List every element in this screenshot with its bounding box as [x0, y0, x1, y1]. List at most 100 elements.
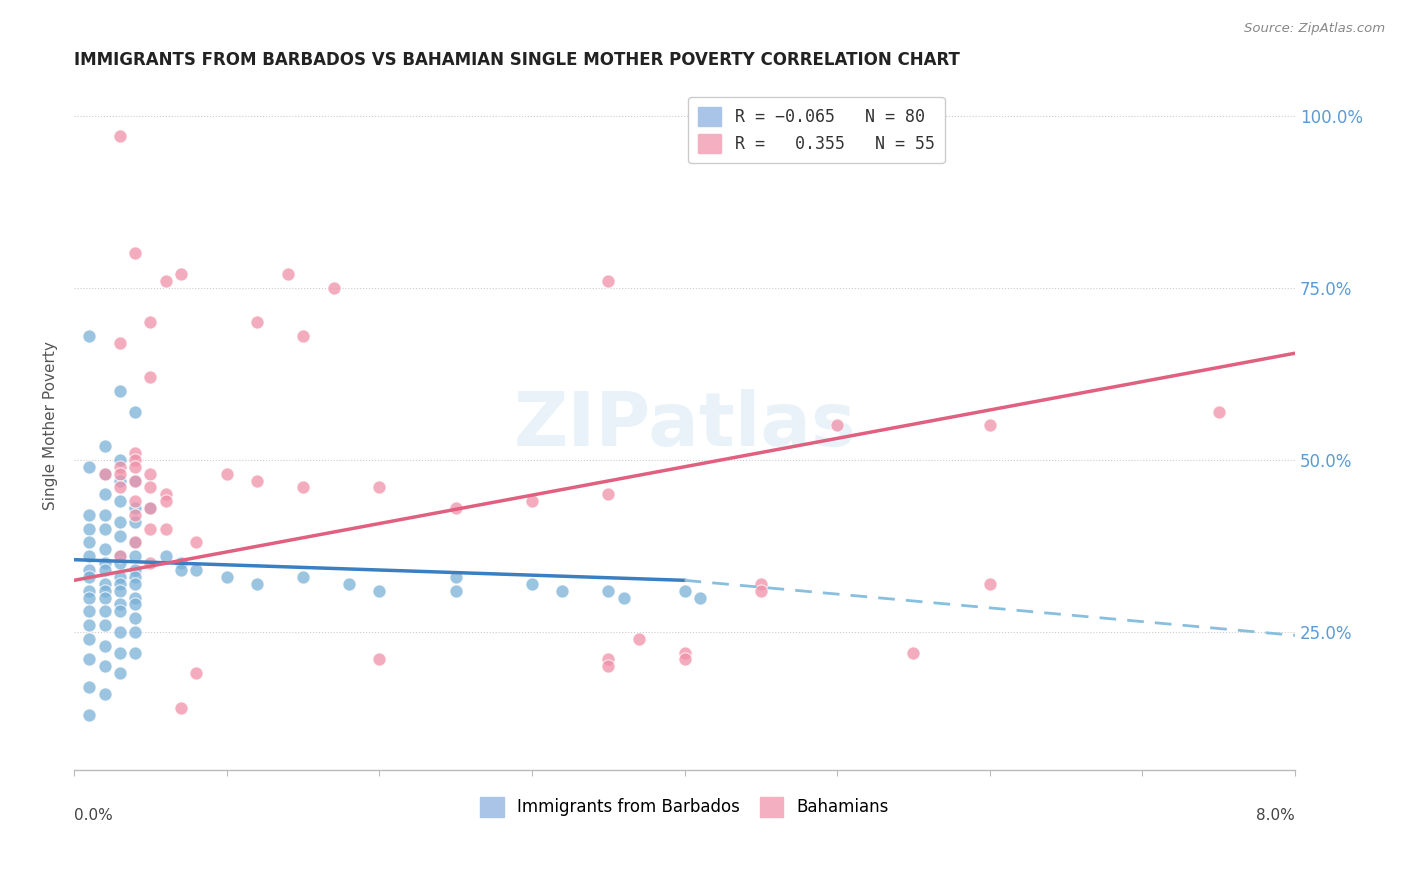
Point — [170, 267, 193, 281]
Point — [108, 480, 131, 494]
Point — [124, 474, 146, 488]
Point — [124, 598, 146, 612]
Point — [108, 666, 131, 681]
Point — [155, 522, 177, 536]
Point — [108, 335, 131, 350]
Point — [139, 501, 162, 516]
Point — [108, 515, 131, 529]
Point — [598, 652, 620, 666]
Point — [124, 646, 146, 660]
Point — [108, 570, 131, 584]
Point — [598, 659, 620, 673]
Point — [108, 129, 131, 144]
Text: ZIPatlas: ZIPatlas — [513, 389, 856, 462]
Point — [124, 501, 146, 516]
Point — [215, 570, 238, 584]
Point — [124, 474, 146, 488]
Point — [598, 583, 620, 598]
Point — [93, 542, 115, 557]
Point — [444, 570, 467, 584]
Point — [598, 487, 620, 501]
Point — [93, 639, 115, 653]
Point — [186, 666, 208, 681]
Point — [124, 508, 146, 522]
Point — [108, 528, 131, 542]
Point — [93, 576, 115, 591]
Point — [215, 467, 238, 481]
Point — [124, 563, 146, 577]
Point — [155, 487, 177, 501]
Point — [108, 459, 131, 474]
Point — [444, 501, 467, 516]
Point — [79, 583, 101, 598]
Text: 0.0%: 0.0% — [75, 808, 112, 823]
Point — [93, 556, 115, 570]
Point — [108, 576, 131, 591]
Point — [79, 618, 101, 632]
Point — [979, 576, 1001, 591]
Point — [322, 281, 344, 295]
Point — [79, 570, 101, 584]
Point — [93, 487, 115, 501]
Point — [124, 494, 146, 508]
Point — [825, 418, 848, 433]
Point — [79, 707, 101, 722]
Point — [186, 563, 208, 577]
Text: 8.0%: 8.0% — [1257, 808, 1295, 823]
Point — [246, 315, 269, 329]
Point — [93, 583, 115, 598]
Point — [79, 549, 101, 564]
Point — [186, 535, 208, 549]
Point — [93, 439, 115, 453]
Point — [124, 535, 146, 549]
Point — [139, 370, 162, 384]
Point — [79, 535, 101, 549]
Point — [124, 591, 146, 605]
Point — [108, 474, 131, 488]
Point — [124, 459, 146, 474]
Point — [673, 646, 696, 660]
Point — [124, 570, 146, 584]
Point — [79, 591, 101, 605]
Point — [277, 267, 299, 281]
Point — [520, 576, 543, 591]
Point — [598, 274, 620, 288]
Point — [79, 604, 101, 618]
Point — [139, 480, 162, 494]
Point — [108, 549, 131, 564]
Point — [246, 474, 269, 488]
Point — [124, 576, 146, 591]
Point — [979, 418, 1001, 433]
Point — [108, 453, 131, 467]
Point — [93, 687, 115, 701]
Point — [124, 535, 146, 549]
Point — [108, 549, 131, 564]
Point — [368, 480, 391, 494]
Point — [139, 315, 162, 329]
Point — [170, 556, 193, 570]
Point — [124, 246, 146, 260]
Point — [79, 680, 101, 694]
Point — [79, 329, 101, 343]
Point — [139, 556, 162, 570]
Point — [124, 611, 146, 625]
Point — [79, 563, 101, 577]
Point — [124, 405, 146, 419]
Point — [93, 522, 115, 536]
Point — [368, 583, 391, 598]
Point — [93, 467, 115, 481]
Point — [124, 549, 146, 564]
Point — [108, 583, 131, 598]
Point — [749, 583, 772, 598]
Point — [93, 604, 115, 618]
Text: IMMIGRANTS FROM BARBADOS VS BAHAMIAN SINGLE MOTHER POVERTY CORRELATION CHART: IMMIGRANTS FROM BARBADOS VS BAHAMIAN SIN… — [75, 51, 960, 69]
Point — [93, 591, 115, 605]
Point — [124, 624, 146, 639]
Point — [139, 522, 162, 536]
Point — [108, 604, 131, 618]
Point — [292, 570, 315, 584]
Point — [551, 583, 574, 598]
Point — [79, 522, 101, 536]
Point — [93, 659, 115, 673]
Point — [612, 591, 634, 605]
